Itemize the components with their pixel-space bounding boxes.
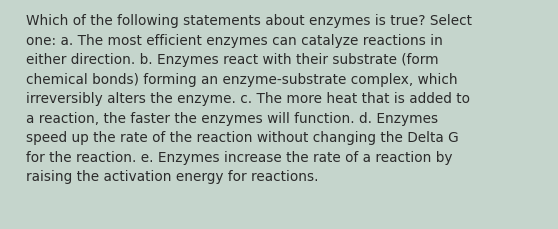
- Text: Which of the following statements about enzymes is true? Select
one: a. The most: Which of the following statements about …: [26, 14, 473, 184]
